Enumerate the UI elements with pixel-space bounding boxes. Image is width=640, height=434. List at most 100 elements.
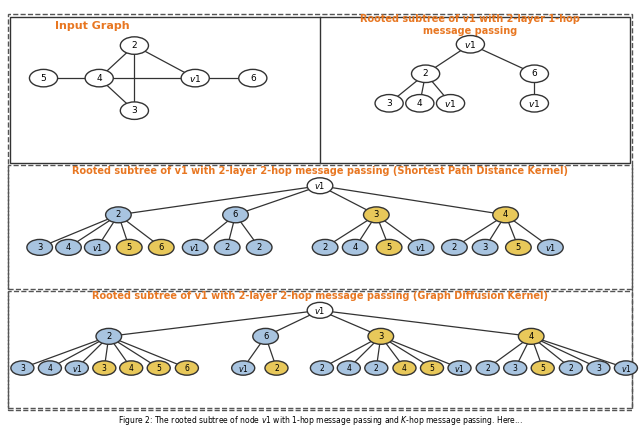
Text: Figure 2: The rooted subtree of node $\it{v}$1 with 1-hop message passing and $K: Figure 2: The rooted subtree of node $\i… bbox=[118, 414, 522, 427]
Text: 2: 2 bbox=[323, 243, 328, 252]
Ellipse shape bbox=[246, 240, 272, 255]
Ellipse shape bbox=[106, 207, 131, 223]
Ellipse shape bbox=[182, 240, 208, 255]
Ellipse shape bbox=[368, 329, 394, 344]
Ellipse shape bbox=[504, 361, 527, 375]
Ellipse shape bbox=[148, 240, 174, 255]
Text: Rooted subtree of v1 with 2-layer 2-hop message passing (Graph Diffusion Kernel): Rooted subtree of v1 with 2-layer 2-hop … bbox=[92, 291, 548, 302]
Ellipse shape bbox=[120, 361, 143, 375]
Ellipse shape bbox=[393, 361, 416, 375]
Ellipse shape bbox=[307, 302, 333, 318]
Text: 4: 4 bbox=[402, 364, 407, 372]
Text: 4: 4 bbox=[129, 364, 134, 372]
Ellipse shape bbox=[375, 95, 403, 112]
Text: 4: 4 bbox=[529, 332, 534, 341]
Text: 5: 5 bbox=[387, 243, 392, 252]
Text: $\it{v}$1: $\it{v}$1 bbox=[189, 242, 201, 253]
Ellipse shape bbox=[538, 240, 563, 255]
Ellipse shape bbox=[531, 361, 554, 375]
Ellipse shape bbox=[239, 69, 267, 87]
Ellipse shape bbox=[96, 329, 122, 344]
Ellipse shape bbox=[93, 361, 116, 375]
Ellipse shape bbox=[559, 361, 582, 375]
Text: 3: 3 bbox=[387, 99, 392, 108]
Text: 5: 5 bbox=[429, 364, 435, 372]
Ellipse shape bbox=[253, 329, 278, 344]
Ellipse shape bbox=[56, 240, 81, 255]
Text: 3: 3 bbox=[37, 243, 42, 252]
Text: 6: 6 bbox=[159, 243, 164, 252]
Ellipse shape bbox=[364, 207, 389, 223]
Ellipse shape bbox=[493, 207, 518, 223]
Text: 2: 2 bbox=[452, 243, 457, 252]
Ellipse shape bbox=[147, 361, 170, 375]
Ellipse shape bbox=[448, 361, 471, 375]
Ellipse shape bbox=[406, 95, 434, 112]
Ellipse shape bbox=[412, 65, 440, 82]
Text: $\it{v}$1: $\it{v}$1 bbox=[189, 72, 202, 84]
Text: 5: 5 bbox=[127, 243, 132, 252]
Text: $\it{v}$1: $\it{v}$1 bbox=[528, 98, 541, 109]
Ellipse shape bbox=[175, 361, 198, 375]
Text: 5: 5 bbox=[41, 74, 46, 82]
Ellipse shape bbox=[11, 361, 34, 375]
Ellipse shape bbox=[520, 95, 548, 112]
Ellipse shape bbox=[181, 69, 209, 87]
Text: 6: 6 bbox=[233, 210, 238, 219]
Ellipse shape bbox=[223, 207, 248, 223]
Text: 3: 3 bbox=[378, 332, 383, 341]
Ellipse shape bbox=[420, 361, 444, 375]
Ellipse shape bbox=[337, 361, 360, 375]
Ellipse shape bbox=[520, 65, 548, 82]
Ellipse shape bbox=[476, 361, 499, 375]
Text: 2: 2 bbox=[485, 364, 490, 372]
Text: Input Graph: Input Graph bbox=[56, 21, 130, 31]
Ellipse shape bbox=[27, 240, 52, 255]
Text: 2: 2 bbox=[568, 364, 573, 372]
Text: 5: 5 bbox=[156, 364, 161, 372]
Text: 4: 4 bbox=[353, 243, 358, 252]
Ellipse shape bbox=[310, 361, 333, 375]
Text: 5: 5 bbox=[540, 364, 545, 372]
Text: 2: 2 bbox=[274, 364, 279, 372]
Text: 4: 4 bbox=[417, 99, 422, 108]
Ellipse shape bbox=[232, 361, 255, 375]
Text: 6: 6 bbox=[263, 332, 268, 341]
Ellipse shape bbox=[214, 240, 240, 255]
Ellipse shape bbox=[312, 240, 338, 255]
Text: Rooted subtree of v1 with 2-layer 2-hop message passing (Shortest Path Distance : Rooted subtree of v1 with 2-layer 2-hop … bbox=[72, 166, 568, 176]
Text: 6: 6 bbox=[532, 69, 537, 78]
Text: 2: 2 bbox=[225, 243, 230, 252]
Text: 2: 2 bbox=[319, 364, 324, 372]
Text: 3: 3 bbox=[596, 364, 601, 372]
Ellipse shape bbox=[265, 361, 288, 375]
Ellipse shape bbox=[307, 178, 333, 194]
Ellipse shape bbox=[365, 361, 388, 375]
Text: $\it{v}$1: $\it{v}$1 bbox=[92, 242, 103, 253]
Ellipse shape bbox=[376, 240, 402, 255]
Ellipse shape bbox=[85, 69, 113, 87]
Text: 2: 2 bbox=[374, 364, 379, 372]
Ellipse shape bbox=[65, 361, 88, 375]
Text: $\it{v}$1: $\it{v}$1 bbox=[545, 242, 556, 253]
Text: 3: 3 bbox=[374, 210, 379, 219]
Text: 2: 2 bbox=[257, 243, 262, 252]
Ellipse shape bbox=[342, 240, 368, 255]
Ellipse shape bbox=[614, 361, 637, 375]
Ellipse shape bbox=[120, 37, 148, 54]
Text: $\it{v}$1: $\it{v}$1 bbox=[444, 98, 457, 109]
Ellipse shape bbox=[518, 329, 544, 344]
Ellipse shape bbox=[120, 102, 148, 119]
Text: 6: 6 bbox=[184, 364, 189, 372]
Ellipse shape bbox=[38, 361, 61, 375]
Ellipse shape bbox=[506, 240, 531, 255]
Text: $\it{v}$1: $\it{v}$1 bbox=[238, 362, 248, 374]
Ellipse shape bbox=[442, 240, 467, 255]
Text: $\it{v}$1: $\it{v}$1 bbox=[314, 305, 326, 316]
Text: 2: 2 bbox=[116, 210, 121, 219]
Text: $\it{v}$1: $\it{v}$1 bbox=[415, 242, 427, 253]
Text: 5: 5 bbox=[516, 243, 521, 252]
Text: $\it{v}$1: $\it{v}$1 bbox=[314, 180, 326, 191]
Text: 2: 2 bbox=[132, 41, 137, 50]
Text: 3: 3 bbox=[132, 106, 137, 115]
